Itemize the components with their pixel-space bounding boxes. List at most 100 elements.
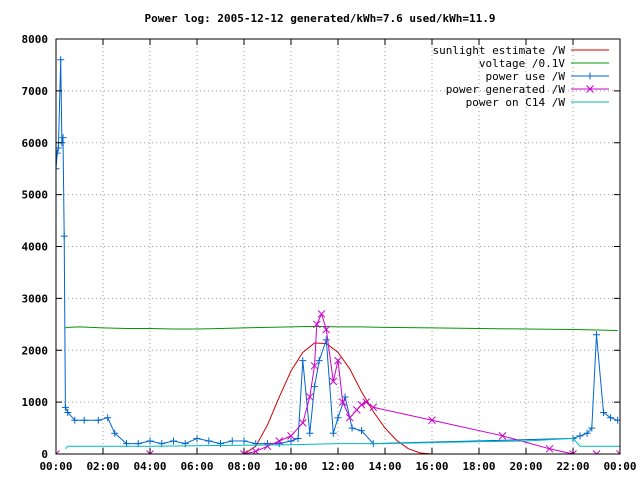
data-point-power-generated-w xyxy=(357,400,366,409)
chart-title: Power log: 2005-12-12 generated/kWh=7.6 … xyxy=(145,12,496,25)
x-tick-label: 18:00 xyxy=(462,460,495,473)
data-point-power-use-w xyxy=(104,414,112,422)
data-point-power-use-w xyxy=(64,409,72,416)
data-point-power-use-w xyxy=(348,424,356,432)
data-point-power-use-w xyxy=(593,331,600,339)
data-point-power-generated-w xyxy=(345,413,354,422)
x-tick-label: 02:00 xyxy=(86,460,119,473)
data-point-power-use-w xyxy=(311,383,318,391)
data-point-power-generated-w xyxy=(498,431,507,440)
data-point-power-generated-w xyxy=(298,419,307,427)
x-tick-label: 06:00 xyxy=(180,460,213,473)
data-point-power-use-w xyxy=(80,416,88,424)
data-point-power-generated-w xyxy=(362,398,371,406)
data-point-power-generated-w xyxy=(329,377,338,386)
data-point-power-use-w xyxy=(334,414,342,422)
data-point-power-generated-w xyxy=(338,398,347,406)
y-tick-label: 2000 xyxy=(22,344,49,357)
x-tick-label: 16:00 xyxy=(415,460,448,473)
data-point-power-use-w xyxy=(71,416,79,424)
data-point-power-generated-w xyxy=(334,356,342,365)
data-point-power-use-w xyxy=(358,427,365,435)
x-tick-label: 12:00 xyxy=(321,460,354,473)
y-tick-label: 4000 xyxy=(22,241,49,254)
series-layer xyxy=(56,56,620,454)
data-point-power-use-w xyxy=(576,432,584,440)
data-point-power-use-w xyxy=(252,440,260,448)
data-point-power-use-w xyxy=(329,429,337,437)
legend-label: power generated /W xyxy=(446,83,566,96)
data-point-power-use-w xyxy=(217,440,224,448)
data-point-power-use-w xyxy=(583,429,591,437)
data-point-power-use-w xyxy=(56,165,60,173)
data-point-power-use-w xyxy=(299,357,307,365)
axes xyxy=(55,38,621,455)
data-point-power-use-w xyxy=(607,414,615,422)
data-point-power-use-w xyxy=(57,56,65,64)
series-line-voltage-0-1v xyxy=(65,325,618,331)
data-point-power-generated-w xyxy=(146,450,154,454)
data-point-power-generated-w xyxy=(56,450,60,454)
y-tick-label: 7000 xyxy=(22,85,49,98)
data-point-power-use-w xyxy=(111,429,119,437)
data-point-power-generated-w xyxy=(263,442,272,451)
data-point-power-use-w xyxy=(61,403,69,411)
series-power-on-c14-w xyxy=(65,437,620,450)
data-point-power-generated-w xyxy=(312,320,321,329)
y-tick-label: 0 xyxy=(41,448,48,461)
y-tick-label: 8000 xyxy=(22,33,49,46)
data-point-power-generated-w xyxy=(616,450,620,454)
y-tick-label: 6000 xyxy=(22,137,49,150)
tick-labels: 00:00 02:00 04:00 06:00 08:00 10:00 12:00 14:00… xyxy=(22,33,637,473)
x-tick-label: 08:00 xyxy=(227,460,260,473)
data-point-power-use-w xyxy=(146,437,154,445)
data-point-power-generated-w xyxy=(569,450,577,454)
data-point-power-use-w xyxy=(306,429,314,437)
x-tick-label: 14:00 xyxy=(368,460,401,473)
data-point-power-generated-w xyxy=(545,444,554,453)
data-point-power-generated-w xyxy=(369,403,378,412)
legend-label: power on C14 /W xyxy=(466,96,566,109)
data-point-power-use-w xyxy=(240,437,248,445)
data-point-power-generated-w xyxy=(275,437,284,445)
x-tick-label: 10:00 xyxy=(274,460,307,473)
x-tick-label: 00:00 xyxy=(39,460,72,473)
x-tick-label: 22:00 xyxy=(556,460,589,473)
legend-label: power use /W xyxy=(486,70,566,83)
data-point-power-use-w xyxy=(59,134,67,142)
legend-marker xyxy=(586,85,594,93)
data-point-power-generated-w xyxy=(310,361,319,370)
data-point-power-generated-w xyxy=(287,431,295,440)
data-point-power-use-w xyxy=(287,437,295,445)
data-point-power-use-w xyxy=(60,232,68,240)
data-point-power-use-w xyxy=(94,416,102,424)
data-point-power-use-w xyxy=(170,437,177,445)
data-point-power-generated-w xyxy=(322,325,331,334)
data-point-power-use-w xyxy=(600,409,608,416)
x-tick-label: 20:00 xyxy=(509,460,542,473)
data-point-power-generated-w xyxy=(428,416,436,425)
legend-label: voltage /0.1V xyxy=(479,57,565,70)
x-tick-label: 00:00 xyxy=(603,460,636,473)
legend-label: sunlight estimate /W xyxy=(433,44,566,57)
series-voltage-0-1v xyxy=(65,325,618,331)
data-point-power-use-w xyxy=(56,149,61,157)
y-tick-label: 1000 xyxy=(22,396,49,409)
data-point-power-generated-w xyxy=(240,450,248,454)
data-point-power-generated-w xyxy=(305,393,314,401)
y-tick-label: 5000 xyxy=(22,189,49,202)
data-point-power-use-w xyxy=(322,336,330,344)
y-tick-label: 3000 xyxy=(22,292,49,305)
data-point-power-generated-w xyxy=(317,310,326,318)
data-point-power-use-w xyxy=(205,437,213,445)
data-point-power-use-w xyxy=(193,434,201,442)
data-point-power-use-w xyxy=(588,424,596,432)
data-point-power-generated-w xyxy=(592,450,601,454)
x-tick-label: 04:00 xyxy=(133,460,166,473)
legend-marker xyxy=(586,72,594,80)
data-point-power-use-w xyxy=(294,434,302,442)
data-point-power-use-w xyxy=(315,357,323,365)
